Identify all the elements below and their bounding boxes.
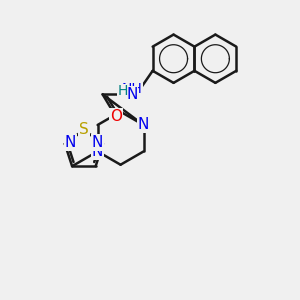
Text: N: N (92, 144, 103, 159)
Text: N: N (64, 135, 76, 150)
Text: NH: NH (122, 82, 142, 96)
Text: N: N (138, 118, 149, 133)
Text: N: N (92, 135, 103, 150)
Text: N: N (126, 87, 138, 102)
Text: H: H (117, 84, 128, 98)
Text: S: S (79, 122, 89, 137)
Text: O: O (110, 109, 122, 124)
